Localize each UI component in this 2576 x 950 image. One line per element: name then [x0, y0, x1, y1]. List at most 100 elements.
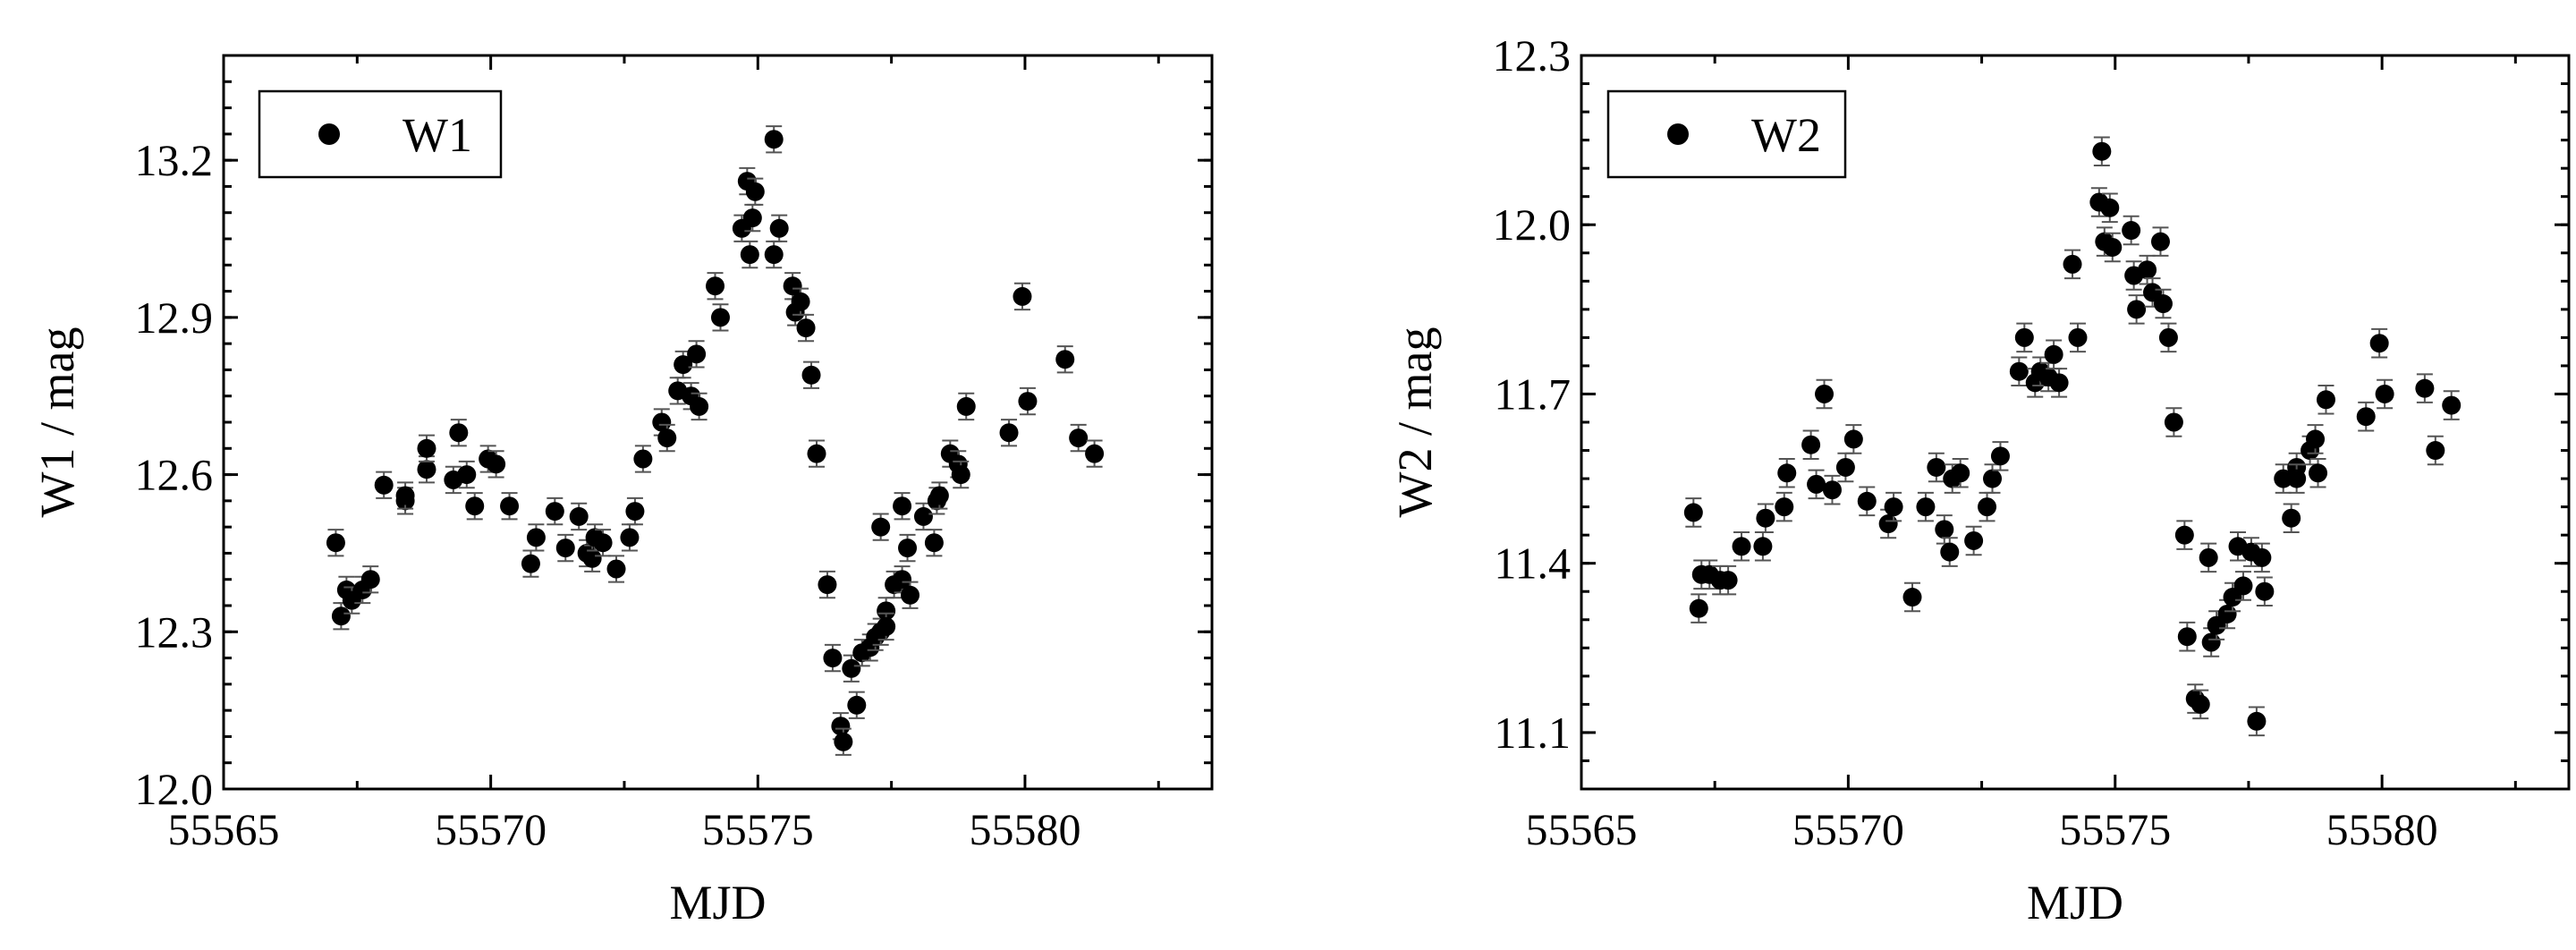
data-point — [796, 318, 816, 338]
x-tick-label: 55570 — [1792, 804, 1904, 854]
data-point — [687, 344, 707, 364]
data-point — [929, 486, 949, 505]
data-point — [1951, 463, 1970, 483]
data-point — [913, 506, 933, 526]
data-point — [2138, 260, 2157, 280]
data-point — [847, 695, 867, 715]
data-point — [1983, 469, 2003, 488]
y-tick-label: 12.9 — [135, 293, 214, 343]
legend-marker — [318, 123, 340, 145]
data-point — [1884, 497, 1903, 517]
data-point — [1902, 588, 1922, 607]
y-tick-label: 12.0 — [135, 764, 214, 814]
y-tick-label: 12.6 — [135, 450, 214, 500]
data-point — [582, 548, 602, 568]
y-axis-label: W1 / mag — [30, 327, 84, 518]
y-tick-label: 11.4 — [1494, 539, 1571, 589]
y-tick-label: 12.3 — [135, 606, 214, 657]
data-point — [745, 182, 765, 201]
data-point — [2233, 576, 2253, 596]
x-tick-label: 55575 — [702, 804, 814, 854]
data-point — [1777, 463, 1797, 483]
data-point — [2282, 508, 2301, 528]
w1-chart-panel: 55565 55570 55575 55580 12.0 12.3 12.6 12.9 13.2… — [30, 54, 1214, 929]
data-point — [465, 496, 485, 516]
data-point — [360, 570, 380, 590]
x-axis-label: MJD — [669, 876, 766, 929]
data-point — [2252, 547, 2272, 567]
data-point — [924, 533, 944, 553]
data-point — [742, 208, 762, 228]
data-point — [2356, 407, 2376, 427]
data-point — [2174, 525, 2194, 545]
data-point — [2375, 384, 2394, 403]
data-point — [2247, 711, 2267, 731]
data-point — [901, 585, 920, 605]
data-point — [625, 502, 645, 522]
x-tick-label: 55565 — [168, 804, 280, 854]
data-point — [606, 559, 626, 579]
data-point — [2287, 469, 2307, 488]
data-point — [1807, 474, 1826, 494]
data-point — [2009, 361, 2029, 381]
data-point — [2092, 141, 2112, 161]
data-point — [2309, 463, 2328, 483]
data-point — [521, 554, 540, 573]
data-point — [1013, 286, 1032, 306]
data-point — [2068, 327, 2088, 347]
y-axis-label: W2 / mag — [1388, 327, 1442, 518]
data-point — [2316, 390, 2335, 410]
data-point — [801, 365, 821, 385]
data-point — [2217, 604, 2237, 623]
x-tick-label: 55565 — [1526, 804, 1638, 854]
data-point — [764, 245, 784, 265]
data-point — [1835, 457, 1855, 477]
legend-marker — [1667, 123, 1689, 145]
data-point — [593, 533, 613, 553]
data-point — [2442, 395, 2462, 415]
data-point — [2100, 198, 2120, 217]
data-point — [956, 396, 976, 416]
data-point — [633, 449, 653, 469]
data-point — [331, 606, 351, 626]
data-point — [569, 506, 589, 526]
data-point — [1857, 491, 1877, 511]
data-point — [2426, 441, 2445, 461]
data-point — [740, 245, 759, 265]
data-point — [893, 570, 912, 590]
data-point — [674, 355, 693, 375]
data-point — [545, 502, 564, 522]
data-point — [2049, 373, 2069, 393]
data-point — [842, 658, 861, 678]
data-point — [807, 444, 826, 463]
data-point — [395, 486, 415, 505]
data-point — [417, 460, 436, 479]
y-tick-label: 12.0 — [1493, 199, 1572, 250]
data-point — [326, 533, 345, 553]
data-point — [2122, 221, 2141, 241]
data-point — [2306, 429, 2326, 449]
data-point — [2063, 254, 2082, 274]
x-tick-label: 55580 — [2326, 804, 2438, 854]
data-point — [555, 539, 575, 558]
data-point — [818, 575, 837, 595]
data-point — [1990, 446, 2010, 466]
data-point — [2127, 300, 2147, 319]
data-point — [449, 423, 469, 443]
data-point — [2153, 294, 2173, 314]
data-point — [1055, 350, 1075, 369]
data-point — [1822, 480, 1842, 500]
y-tick-label: 11.7 — [1494, 369, 1571, 419]
data-point — [834, 732, 853, 751]
data-point — [1732, 537, 1751, 556]
data-point — [769, 218, 789, 238]
x-tick-label: 55570 — [435, 804, 547, 854]
data-point — [2255, 581, 2275, 601]
y-tick-label: 13.2 — [135, 135, 214, 185]
data-point — [706, 276, 725, 296]
x-tick-label: 55575 — [2059, 804, 2171, 854]
data-point — [710, 308, 730, 327]
x-tick-label: 55580 — [969, 804, 1080, 854]
legend-box — [258, 89, 503, 179]
